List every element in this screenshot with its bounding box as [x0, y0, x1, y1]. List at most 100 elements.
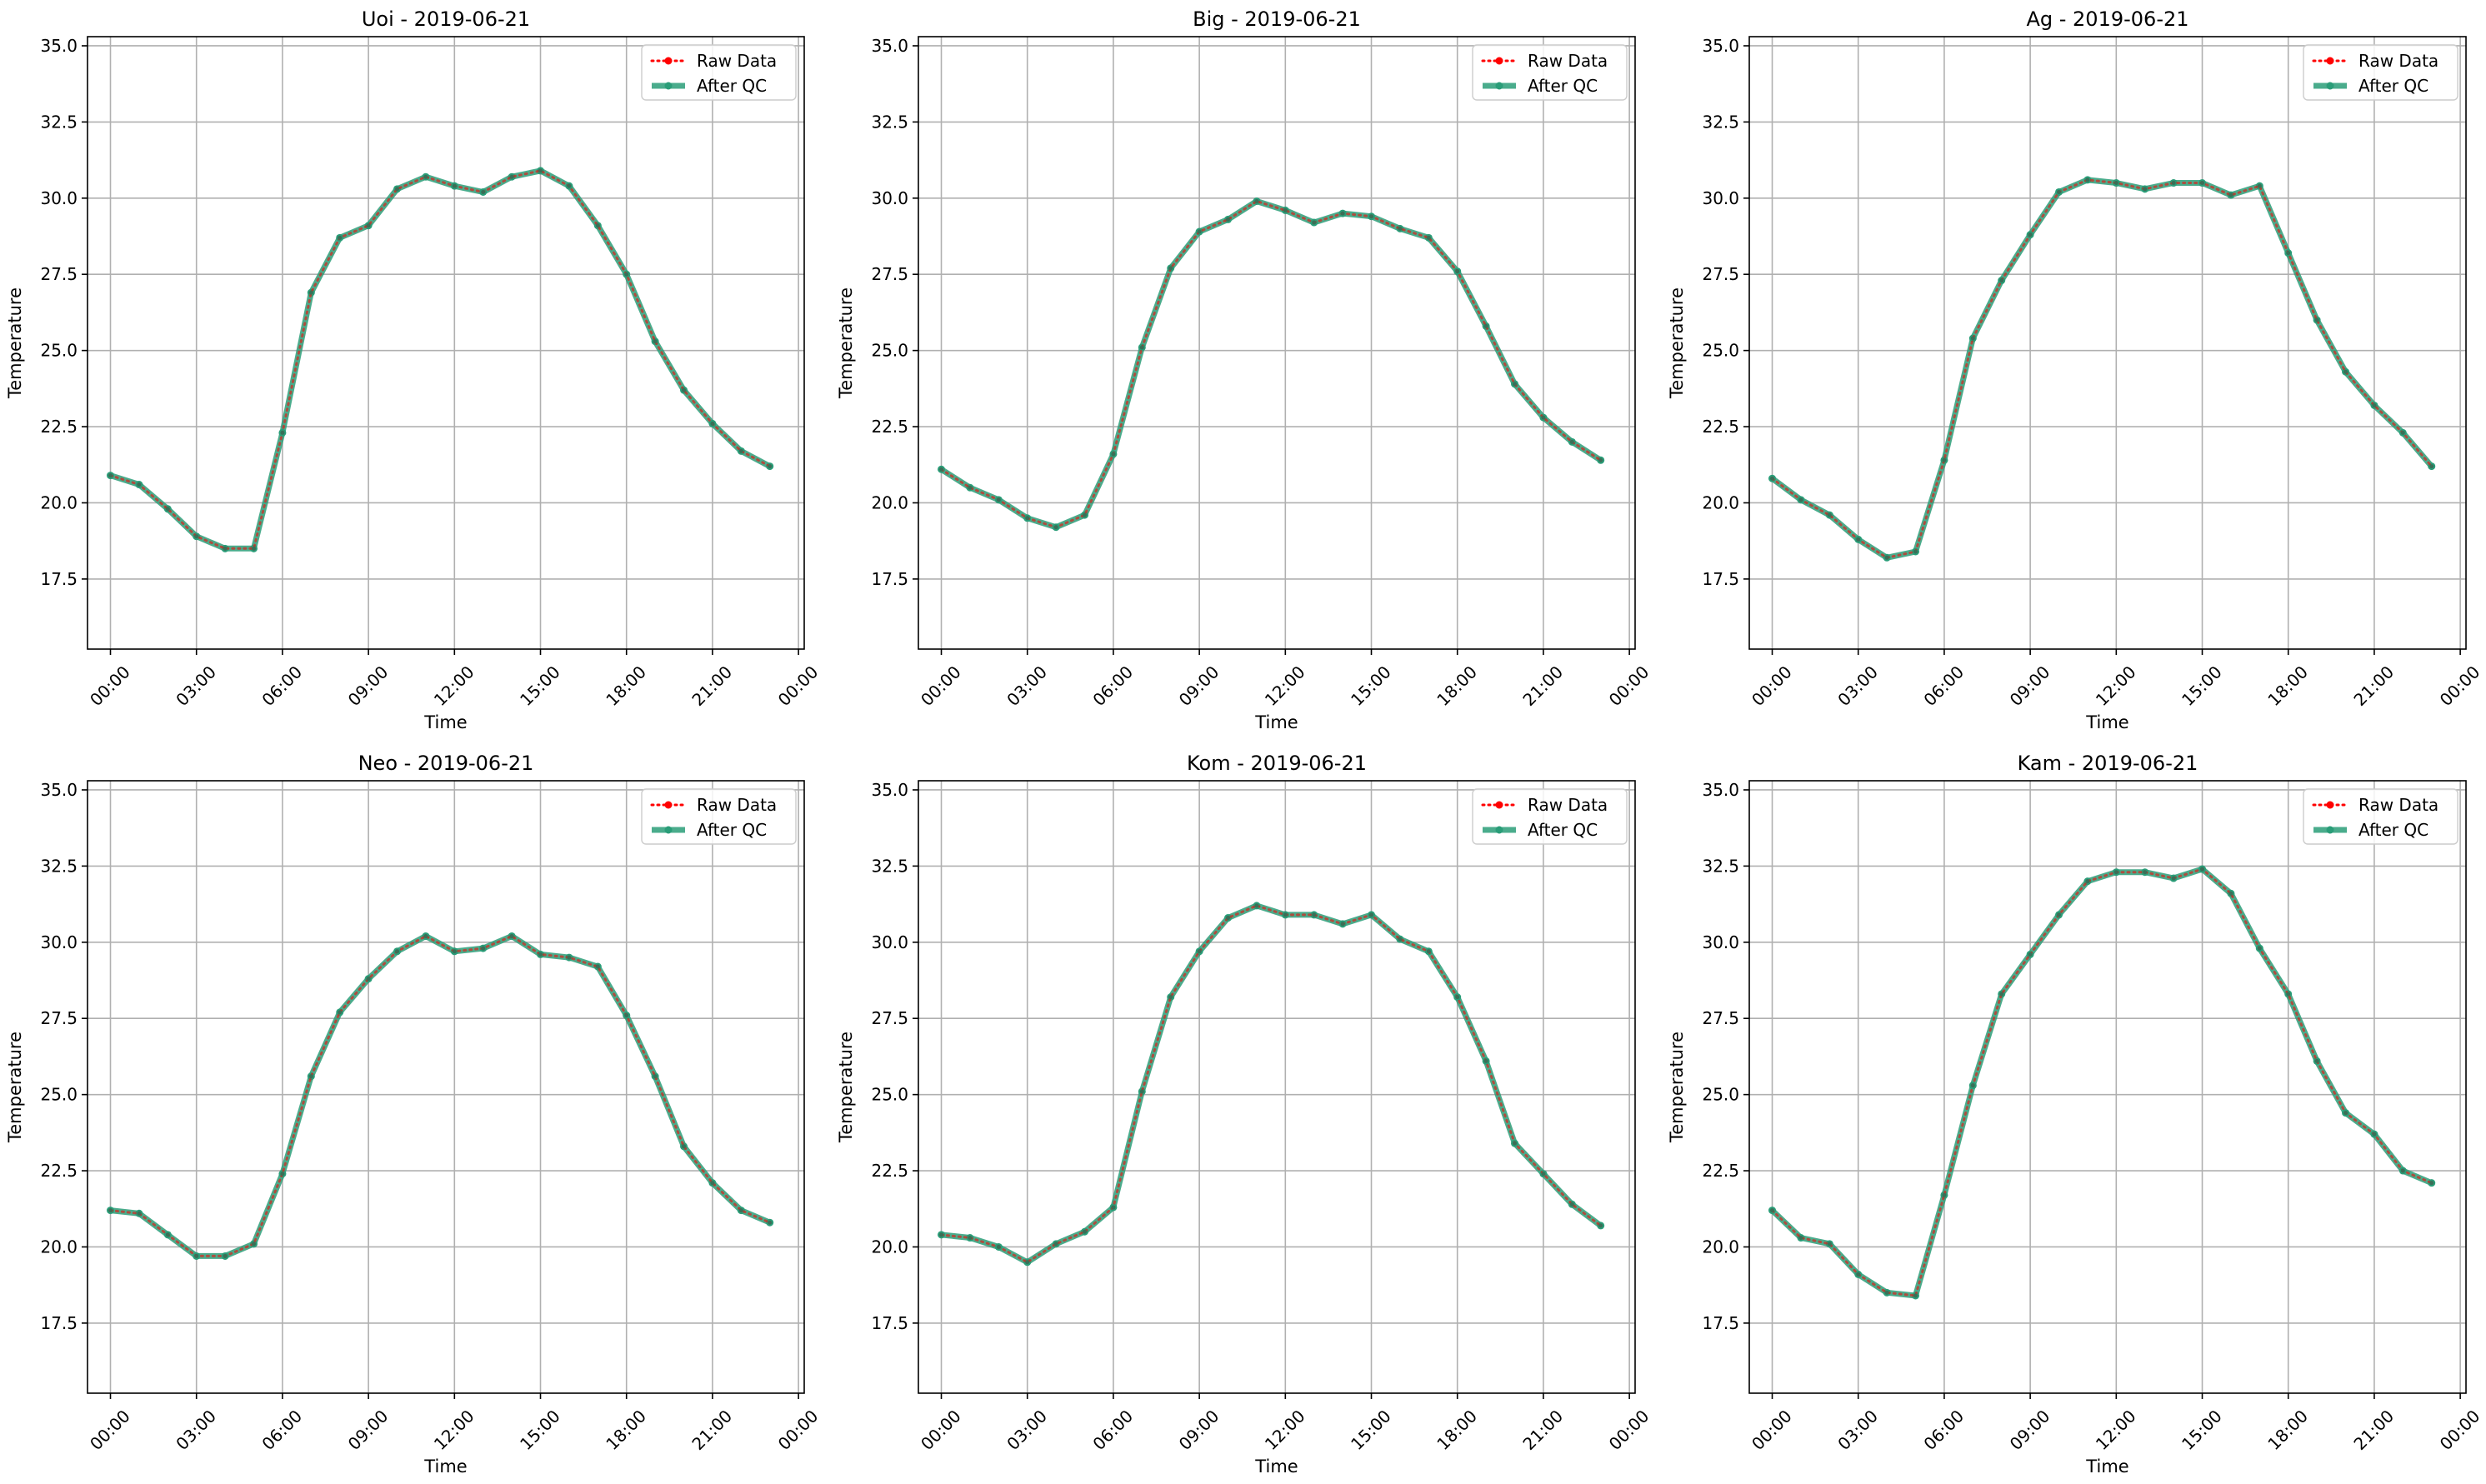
data-point-raw-data — [624, 1013, 629, 1018]
data-point-raw-data — [1798, 1236, 1803, 1241]
data-point-raw-data — [624, 272, 629, 277]
chart-title: Kam - 2019-06-21 — [2018, 752, 2198, 775]
data-point-raw-data — [1197, 949, 1202, 954]
data-point-raw-data — [1168, 995, 1173, 1000]
data-point-raw-data — [595, 223, 600, 228]
y-tick-label: 20.0 — [1702, 1237, 1739, 1257]
data-point-raw-data — [567, 955, 572, 960]
data-point-raw-data — [2200, 867, 2205, 872]
data-point-raw-data — [2057, 912, 2062, 917]
data-point-raw-data — [1312, 912, 1317, 917]
x-tick-label: 09:00 — [1175, 662, 1223, 710]
data-point-raw-data — [2057, 189, 2062, 194]
data-point-raw-data — [252, 1242, 257, 1247]
data-point-raw-data — [968, 1236, 973, 1241]
x-tick-label: 21:00 — [2349, 662, 2398, 710]
data-point-raw-data — [1283, 912, 1288, 917]
x-tick-label: 06:00 — [1919, 1406, 1968, 1454]
y-tick-label: 22.5 — [40, 417, 78, 437]
data-point-raw-data — [366, 977, 371, 982]
data-point-raw-data — [2113, 870, 2118, 875]
data-point-raw-data — [738, 1208, 743, 1213]
legend-marker-after-qc — [2326, 82, 2334, 90]
data-point-raw-data — [2085, 177, 2090, 182]
data-point-raw-data — [710, 421, 715, 426]
data-point-raw-data — [595, 964, 600, 969]
y-tick-label: 25.0 — [871, 341, 908, 361]
data-point-raw-data — [1254, 903, 1259, 908]
y-tick-label: 22.5 — [1702, 417, 1739, 437]
data-point-raw-data — [682, 387, 687, 392]
y-tick-label: 32.5 — [871, 856, 908, 876]
legend-label-raw-data: Raw Data — [697, 51, 777, 71]
x-tick-label: 21:00 — [2349, 1406, 2398, 1454]
data-point-raw-data — [538, 952, 543, 957]
data-point-raw-data — [223, 1253, 228, 1258]
x-tick-label: 06:00 — [258, 662, 306, 710]
y-tick-label: 17.5 — [40, 569, 78, 589]
data-point-raw-data — [1025, 516, 1030, 521]
data-point-raw-data — [2028, 232, 2033, 237]
series-line-after-qc — [108, 933, 773, 1259]
data-point-raw-data — [308, 290, 313, 295]
x-tick-label: 00:00 — [774, 1406, 823, 1454]
x-tick-label: 18:00 — [602, 1406, 650, 1454]
legend: Raw Data After QC — [1472, 44, 1628, 101]
data-point-raw-data — [509, 174, 514, 179]
data-point-raw-data — [2343, 1111, 2348, 1116]
data-point-raw-data — [108, 473, 113, 478]
x-tick-label: 09:00 — [344, 662, 393, 710]
x-tick-label: 03:00 — [1833, 1406, 1882, 1454]
data-point-raw-data — [1541, 1172, 1546, 1177]
y-tick-label: 25.0 — [40, 1085, 78, 1105]
data-point-raw-data — [1827, 512, 1832, 517]
y-tick-label: 30.0 — [1702, 188, 1739, 208]
data-point-raw-data — [1598, 1223, 1603, 1228]
axes-frame — [918, 780, 1636, 1394]
y-tick-label: 27.5 — [1702, 1008, 1739, 1028]
data-point-raw-data — [1139, 345, 1144, 350]
y-tick-label: 17.5 — [871, 1313, 908, 1333]
x-tick-label: 21:00 — [1518, 1406, 1567, 1454]
x-axis-label: Time — [2085, 712, 2128, 732]
data-point-raw-data — [308, 1074, 313, 1079]
x-tick-label: 15:00 — [1347, 662, 1395, 710]
y-tick-label: 30.0 — [40, 932, 78, 952]
data-point-raw-data — [1168, 266, 1173, 271]
legend-marker-raw-data — [1495, 57, 1503, 65]
data-point-raw-data — [2257, 946, 2262, 951]
data-point-raw-data — [280, 430, 285, 435]
data-point-raw-data — [194, 1253, 199, 1258]
legend-label-raw-data: Raw Data — [697, 795, 777, 815]
x-tick-label: 03:00 — [1003, 662, 1051, 710]
series-line-after-qc — [938, 198, 1604, 531]
x-axis-label: Time — [423, 712, 467, 732]
chart-panel-3: 17.5 20.0 22.5 25.0 27.5 30.0 32.5 35.0 00:00 03:… — [5, 752, 822, 1477]
data-point-raw-data — [653, 1074, 658, 1079]
y-tick-label: 32.5 — [1702, 112, 1739, 132]
y-tick-label: 25.0 — [1702, 1085, 1739, 1105]
legend-marker-after-qc — [664, 826, 673, 834]
y-tick-label: 20.0 — [40, 492, 78, 512]
data-point-raw-data — [1999, 278, 2004, 283]
data-point-raw-data — [968, 485, 973, 490]
x-tick-label: 03:00 — [172, 662, 220, 710]
y-tick-label: 30.0 — [871, 188, 908, 208]
data-point-raw-data — [481, 189, 486, 194]
x-tick-label: 09:00 — [1175, 1406, 1223, 1454]
data-point-raw-data — [1884, 1290, 1889, 1295]
x-tick-label: 15:00 — [1347, 1406, 1395, 1454]
x-tick-label: 00:00 — [917, 1406, 965, 1454]
legend-label-after-qc: After QC — [697, 820, 767, 840]
x-tick-label: 15:00 — [2178, 1406, 2226, 1454]
y-tick-label: 20.0 — [871, 492, 908, 512]
legend: Raw Data After QC — [2303, 44, 2458, 101]
x-tick-label: 18:00 — [602, 662, 650, 710]
data-point-raw-data — [2343, 369, 2348, 374]
data-point-raw-data — [1197, 229, 1202, 234]
data-point-raw-data — [108, 1208, 113, 1213]
x-tick-label: 00:00 — [86, 662, 134, 710]
x-tick-label: 12:00 — [1261, 1406, 1309, 1454]
x-tick-label: 18:00 — [2263, 662, 2312, 710]
y-axis-label: Temperature — [1667, 287, 1687, 399]
